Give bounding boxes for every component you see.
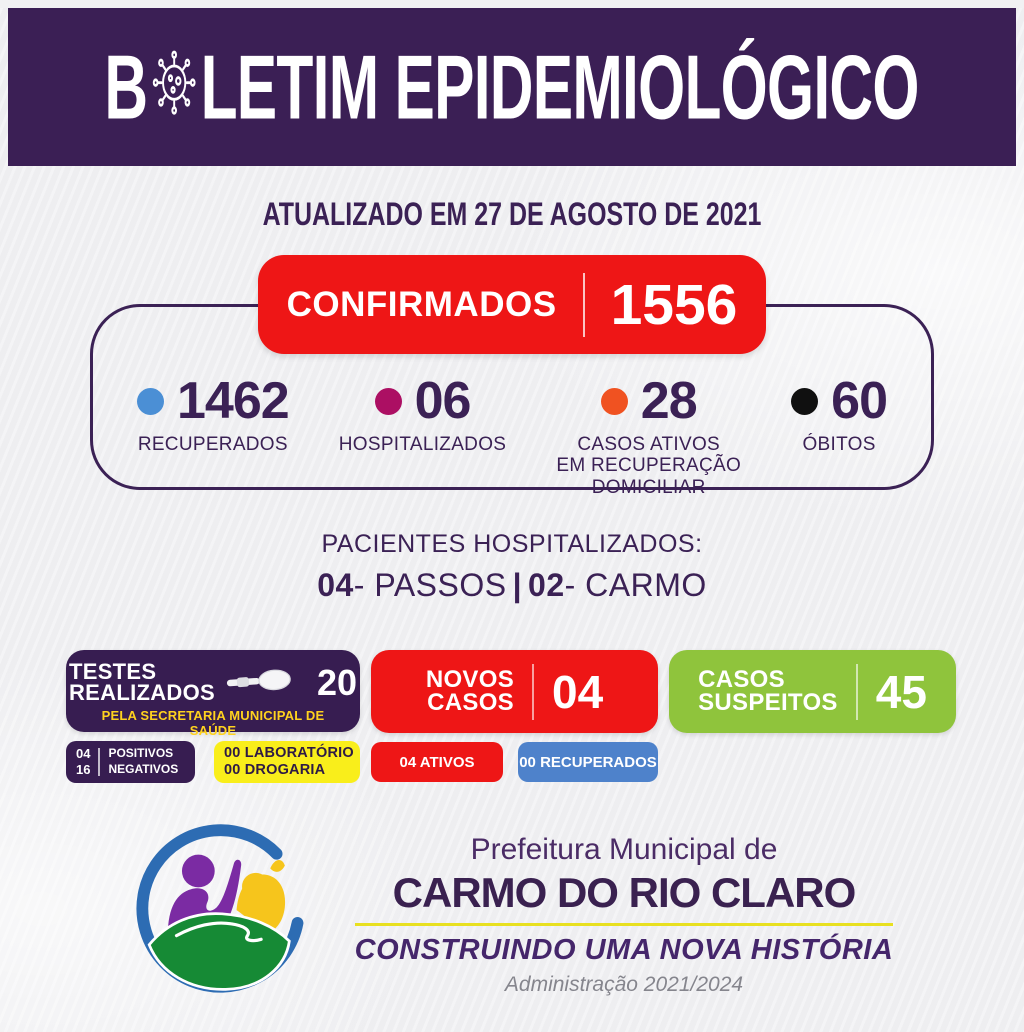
stat-label: RECUPERADOS [137,434,288,455]
coronavirus-icon [151,35,199,140]
footer-administration: Administração 2021/2024 [504,972,744,996]
confirmed-separator [582,272,585,337]
footer-slogan: CONSTRUINDO UMA NOVA HISTÓRIA [354,933,894,966]
updated-date: ATUALIZADO EM 27 DE AGOSTO DE 2021 [262,196,762,232]
lab-drugstore-box: 00 LABORATÓRIO 00 DROGARIA [214,741,360,783]
suspected-cases-box: CASOS SUSPEITOS 45 [669,650,956,733]
passos-value: 04 [317,567,354,603]
stat-value: 28 [640,372,698,430]
stat-value: 1462 [177,372,290,430]
title-prefix: B [104,35,149,138]
new-cases-mini-row: 04 ATIVOS 00 RECUPERADOS [371,742,658,782]
confirmed-label: CONFIRMADOS [286,284,557,324]
positives-negatives-box: 04 16 POSITIVOS NEGATIVOS [66,741,195,783]
header-banner: B LETIM EP [8,8,1016,166]
new-cases-value: 04 [552,665,604,718]
new-cases-separator [532,663,534,720]
summary-boxes-row: TESTES REALIZADOS [66,650,1024,783]
confirmed-box: CONFIRMADOS 1556 [258,255,766,354]
tests-label-line2: REALIZADOS [68,680,215,705]
black-dot-icon [791,387,819,415]
new-cases-column: NOVOS CASOS 04 04 ATIVOS 00 RECUPERADOS [371,650,658,783]
positives-label: POSITIVOS [108,746,174,761]
suspected-label: CASOS SUSPEITOS [698,665,838,716]
stat-value: 60 [831,372,888,430]
carmo-label: - CARMO [564,567,707,603]
magenta-dot-icon [374,387,402,415]
new-cases-label-line2: CASOS [427,688,514,716]
blue-dot-icon [137,387,164,415]
hospitalized-patients-section: PACIENTES HOSPITALIZADOS: 04- PASSOS | 02-… [0,530,1024,604]
page-title: B LETIM EP [104,35,920,140]
footer-city-name: CARMO DO RIO CLARO [392,868,857,916]
swab-icon [225,667,293,700]
footer: Prefeitura Municipal de CARMO DO RIO CLA… [0,821,1024,1008]
footer-text: Prefeitura Municipal de CARMO DO RIO CLA… [354,832,894,997]
tests-value: 20 [316,662,358,703]
tests-label-line1: TESTES [68,659,157,685]
suspected-value: 45 [875,665,927,718]
tests-box: TESTES REALIZADOS [66,650,360,738]
mini-separator [98,748,101,776]
recovered-cases-badge: 00 RECUPERADOS [518,742,658,782]
suspected-separator [855,663,858,720]
title-suffix: LETIM EPIDEMIOLÓGICO [201,35,920,138]
stat-label: CASOS ATIVOS EM RECUPERAÇÃO DOMICILIAR [556,434,742,498]
stat-hospitalized: 06 HOSPITALIZADOS [339,371,507,455]
stat-active-cases: 28 CASOS ATIVOS EM RECUPERAÇÃO DOMICILIA… [556,371,741,498]
tests-label: TESTES REALIZADOS [68,659,215,705]
active-cases-badge: 04 ATIVOS [371,742,503,782]
carmo-value: 02 [528,567,565,603]
stat-recovered: 1462 RECUPERADOS [137,371,290,455]
stat-label: HOSPITALIZADOS [338,434,507,455]
new-cases-box: NOVOS CASOS 04 [371,650,658,733]
detail-separator: | [512,567,523,603]
positives-value: 04 [76,746,91,762]
suspected-column: CASOS SUSPEITOS 45 [669,650,956,783]
stat-label: ÓBITOS [802,434,876,455]
footer-prefeitura: Prefeitura Municipal de [470,832,778,866]
hospitalized-title: PACIENTES HOSPITALIZADOS: [321,530,703,558]
orange-dot-icon [600,387,628,415]
tests-subtitle: PELA SECRETARIA MUNICIPAL DE SAÚDE [101,708,325,738]
drugstore-line: 00 DROGARIA [224,762,326,778]
city-logo [131,821,313,1008]
negatives-value: 16 [76,762,91,777]
bulletin-page: B LETIM EP [0,8,1024,1008]
stat-value: 06 [414,372,472,430]
lab-line: 00 LABORATÓRIO [224,745,354,762]
negatives-label: NEGATIVOS [108,762,179,776]
tests-mini-row: 04 16 POSITIVOS NEGATIVOS 00 LABORATÓRIO… [66,741,360,783]
tests-column: TESTES REALIZADOS [66,650,360,783]
suspected-label-line1: CASOS [698,665,785,693]
footer-yellow-rule [354,922,894,926]
suspected-label-line2: SUSPEITOS [698,688,838,716]
new-cases-label: NOVOS CASOS [425,665,514,716]
new-cases-label-line1: NOVOS [425,665,514,693]
stat-deaths: 60 ÓBITOS [791,371,888,455]
passos-label: - PASSOS [353,567,507,603]
hospitalized-detail: 04- PASSOS | 02- CARMO [0,567,1024,604]
confirmed-value: 1556 [610,272,738,337]
